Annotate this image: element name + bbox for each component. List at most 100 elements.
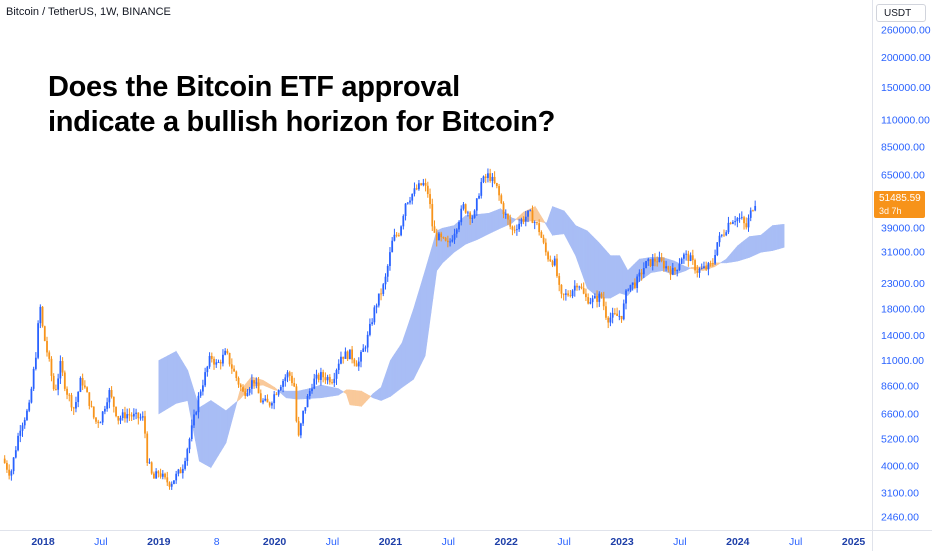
candle-up (375, 305, 378, 308)
candle-up (589, 302, 592, 304)
candle-up (201, 385, 204, 392)
candle-up (685, 253, 688, 255)
candle-down (513, 229, 516, 231)
candle-down (317, 374, 320, 380)
cloud-segment-bullish (170, 352, 174, 408)
candle-down (230, 364, 233, 369)
time-tick-label: Jul (326, 536, 339, 548)
candle-down (569, 295, 572, 297)
candle-up (520, 219, 523, 224)
candle-up (326, 376, 329, 381)
candle-down (662, 260, 665, 269)
cloud-segment-bullish (332, 387, 336, 397)
axis-corner (872, 530, 932, 551)
candle-up (308, 391, 311, 396)
candle-up (734, 221, 737, 223)
candle-down (70, 395, 73, 408)
candle-up (32, 368, 35, 389)
candle-up (553, 258, 556, 266)
candle-up (250, 380, 253, 389)
candle-up (10, 471, 13, 476)
candle-down (613, 312, 616, 314)
candle-down (268, 402, 271, 406)
candle-up (451, 239, 454, 242)
candle-up (77, 391, 80, 403)
candle-up (155, 471, 158, 479)
candle-up (141, 416, 144, 418)
candle-up (386, 265, 389, 277)
candle-up (716, 242, 719, 256)
price-axis[interactable]: 260000.00 200000.00 150000.00 110000.00 8500… (872, 0, 932, 550)
candle-down (112, 396, 115, 407)
candle-up (246, 392, 249, 396)
candle-down (380, 293, 382, 295)
candle-up (725, 232, 728, 236)
candle-up (629, 284, 632, 290)
candle-up (197, 395, 200, 413)
time-tick-label: Jul (789, 536, 802, 548)
price-chart[interactable] (0, 0, 872, 530)
candle-down (687, 253, 690, 261)
candle-down (43, 326, 46, 341)
candle-up (391, 240, 394, 253)
candle-up (135, 412, 137, 414)
candle-down (253, 380, 256, 384)
price-tick-label: 260000.00 (881, 25, 931, 37)
candle-up (148, 462, 151, 464)
candle-up (12, 457, 15, 472)
cloud-segment-bullish (230, 404, 234, 426)
candle-up (59, 361, 62, 379)
candle-down (219, 361, 222, 364)
candle-down (620, 315, 623, 320)
time-axis[interactable]: 2018 Jul 2019 8 2020 Jul 2021 Jul 2022 Jul 2023 Jul… (0, 530, 872, 551)
candle-up (139, 417, 142, 419)
candle-up (676, 269, 679, 272)
candle-down (342, 356, 345, 359)
candle-up (625, 290, 627, 304)
candle-up (39, 306, 42, 324)
candle-up (206, 366, 209, 373)
candle-up (466, 212, 469, 214)
price-tick-label: 31000.00 (881, 247, 925, 259)
price-tick-label: 5200.00 (881, 433, 919, 445)
candle-down (509, 219, 512, 227)
candle-up (418, 183, 420, 190)
candle-down (239, 384, 242, 388)
candle-down (729, 222, 732, 224)
candle-down (511, 226, 514, 230)
candle-up (400, 226, 402, 236)
candle-up (422, 182, 425, 186)
cloud-segment-bullish (167, 353, 171, 410)
candle-down (580, 286, 583, 289)
candle-down (293, 383, 296, 387)
candle-down (469, 212, 472, 219)
price-tick-label: 110000.00 (881, 114, 930, 126)
candle-up (277, 390, 280, 395)
candle-up (698, 268, 701, 273)
candle-down (83, 385, 86, 388)
candle-down (522, 219, 525, 222)
candle-down (117, 416, 120, 421)
candle-up (703, 266, 705, 269)
symbol-title[interactable]: Bitcoin / TetherUS, 1W, BINANCE (6, 6, 171, 18)
price-tick-label: 150000.00 (881, 82, 931, 94)
candle-down (493, 176, 496, 184)
candle-down (616, 313, 619, 316)
candle-down (536, 222, 538, 224)
candle-down (656, 261, 659, 263)
candle-up (736, 218, 739, 222)
candle-down (600, 293, 603, 298)
candle-up (217, 361, 220, 363)
candle-up (126, 414, 129, 419)
currency-selector[interactable]: USDT (876, 4, 926, 22)
cloud-segment-bullish (164, 355, 168, 411)
price-tick-label: 4000.00 (881, 461, 919, 473)
candle-down (426, 185, 429, 195)
last-price-value: 51485.59 (879, 193, 921, 204)
ichimoku-cloud-layer (158, 205, 785, 469)
candle-up (449, 241, 451, 243)
candle-down (328, 376, 331, 383)
candle-up (23, 419, 26, 426)
candle-down (244, 391, 247, 396)
